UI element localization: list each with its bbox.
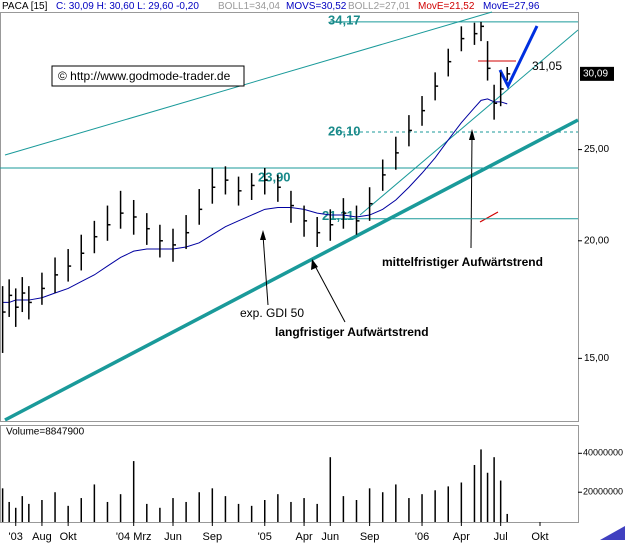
y-tick-label: 15,00: [584, 353, 609, 364]
ma-line: [2, 98, 508, 303]
volume-tick-label: 40000000: [583, 448, 623, 458]
arrow: [313, 263, 346, 323]
long-trend-label: langfristiger Aufwärtstrend: [275, 325, 429, 339]
x-tick-label: '03: [9, 531, 23, 543]
x-tick-label: '04 Mrz: [116, 531, 152, 543]
forecast-arrow: [498, 25, 539, 90]
y-tick-label: 25,00: [584, 144, 609, 155]
boll1: BOLL1=34,04: [218, 1, 280, 12]
volume-tick-label: 20000000: [583, 487, 623, 497]
boll2: BOLL2=27,01: [348, 1, 410, 12]
level-label: 34,17: [328, 12, 361, 27]
red-mark: [479, 211, 499, 223]
arrow: [262, 234, 269, 306]
x-tick-label: Jun: [164, 531, 182, 543]
x-tick-label: Apr: [296, 531, 313, 543]
last-price-label: 30,09: [583, 68, 608, 79]
long-trend-line: [4, 118, 579, 422]
volume-label: Volume=8847900: [6, 427, 85, 438]
copyright: © http://www.godmode-trader.de: [58, 69, 231, 83]
copyright-box: [51, 65, 245, 87]
x-tick-label: '06: [415, 531, 429, 543]
mid-trend-label: mittelfristiger Aufwärtstrend: [382, 255, 543, 269]
x-tick-label: Sep: [203, 531, 223, 543]
x-tick-label: Aug: [32, 531, 52, 543]
arrow-head: [469, 129, 475, 140]
last-price-box: [580, 66, 614, 81]
quote: C: 30,09 H: 30,60 L: 29,60 -0,20: [56, 1, 199, 12]
y-tick-label: 20,00: [584, 235, 609, 246]
volume-panel: [0, 425, 579, 523]
mid-trend-line: [359, 29, 579, 216]
arrow-head: [311, 259, 318, 270]
arrow: [470, 134, 473, 249]
symbol: PACA [15]: [2, 1, 48, 12]
ma-label: exp. GDI 50: [240, 306, 304, 320]
x-tick-label: Okt: [60, 531, 77, 543]
level-label: 26,10: [328, 123, 361, 138]
arrow-head: [260, 230, 266, 240]
x-tick-label: Jul: [494, 531, 508, 543]
x-tick-label: Sep: [360, 531, 380, 543]
x-tick-label: Okt: [531, 531, 548, 543]
header: PACA [15] C: 30,09 H: 30,60 L: 29,60 -0,…: [2, 1, 540, 12]
level-label: 31,05: [532, 59, 562, 73]
move1: MovE=21,52: [418, 1, 475, 12]
corner-icon: [600, 526, 625, 540]
price-panel: [0, 12, 579, 422]
level-label: 23,90: [258, 169, 291, 184]
x-tick-label: Jun: [321, 531, 339, 543]
move2: MovE=27,96: [483, 1, 540, 12]
x-tick-label: Apr: [453, 531, 470, 543]
upper-channel: [4, 11, 493, 156]
movs: MOVS=30,52: [286, 1, 347, 12]
x-tick-label: '05: [258, 531, 272, 543]
